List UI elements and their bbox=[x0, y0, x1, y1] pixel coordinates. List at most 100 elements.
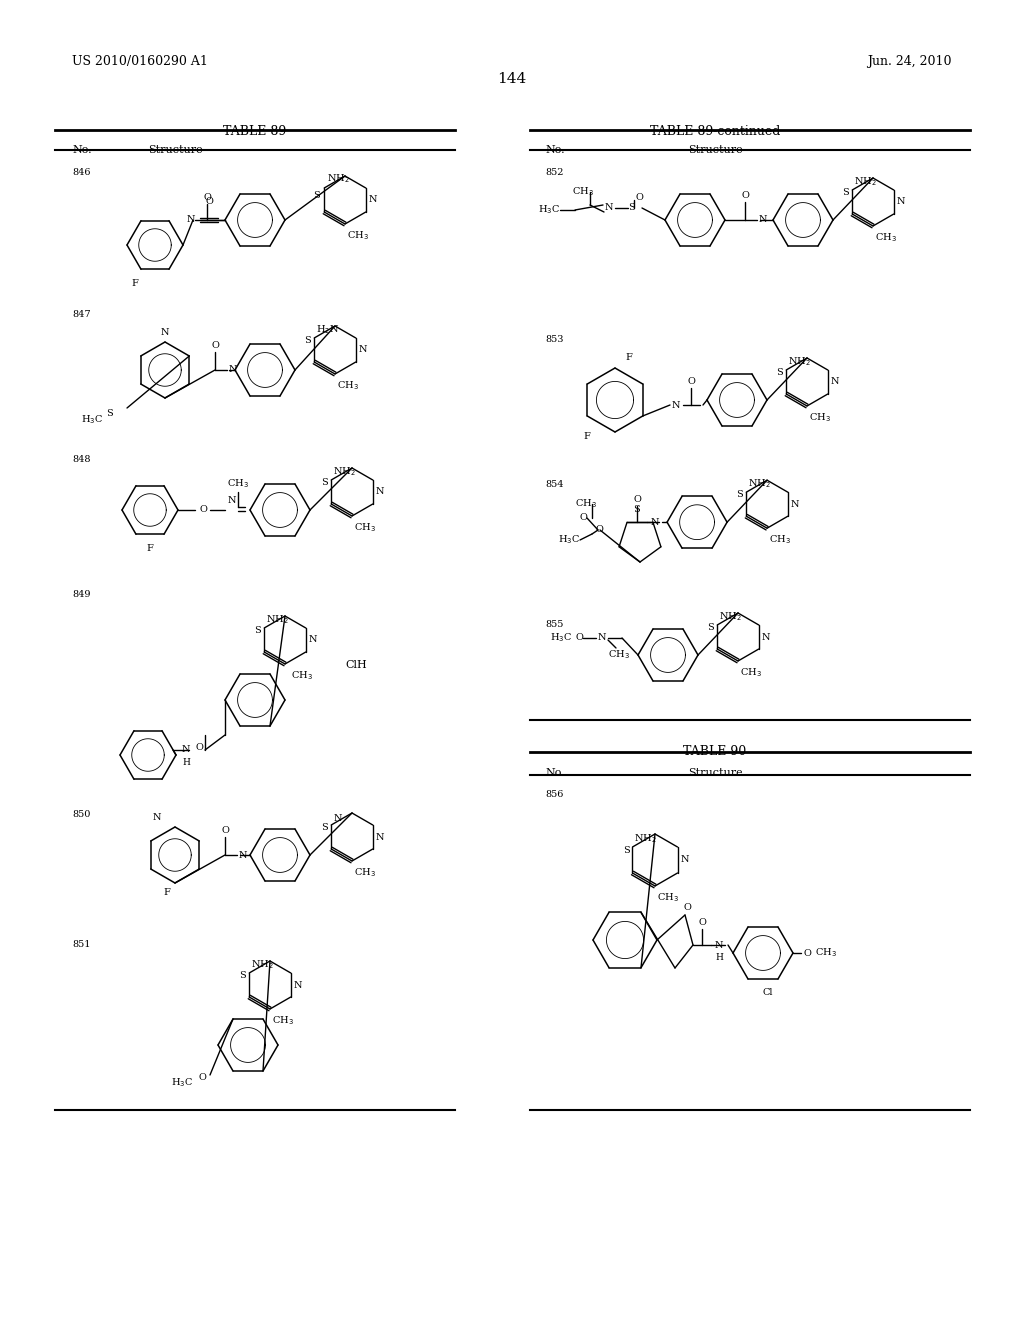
Text: NH$_2$: NH$_2$ bbox=[251, 958, 273, 972]
Text: US 2010/0160290 A1: US 2010/0160290 A1 bbox=[72, 55, 208, 69]
Text: CH$_3$: CH$_3$ bbox=[809, 411, 830, 424]
Text: No.: No. bbox=[545, 145, 564, 154]
Text: NH$_2$: NH$_2$ bbox=[333, 465, 356, 478]
Text: N: N bbox=[239, 850, 248, 859]
Text: 854: 854 bbox=[545, 480, 563, 488]
Text: S: S bbox=[628, 203, 635, 213]
Text: NH$_2$: NH$_2$ bbox=[854, 176, 877, 187]
Text: CH$_3$: CH$_3$ bbox=[337, 379, 358, 392]
Text: S: S bbox=[322, 822, 329, 832]
Text: 856: 856 bbox=[545, 789, 563, 799]
Text: N: N bbox=[759, 215, 768, 224]
Text: CH$_3$: CH$_3$ bbox=[769, 533, 791, 546]
Text: S: S bbox=[255, 626, 261, 635]
Text: S: S bbox=[776, 368, 783, 378]
Text: O: O bbox=[636, 193, 644, 202]
Text: O: O bbox=[803, 949, 811, 957]
Text: H: H bbox=[715, 953, 723, 962]
Text: CH$_3$: CH$_3$ bbox=[354, 521, 376, 533]
Text: S: S bbox=[106, 409, 113, 418]
Text: NH$_2$: NH$_2$ bbox=[266, 614, 289, 626]
Text: S: S bbox=[623, 846, 630, 855]
Text: O: O bbox=[741, 191, 749, 201]
Text: NH$_2$: NH$_2$ bbox=[328, 172, 350, 185]
Text: S: S bbox=[736, 490, 743, 499]
Text: N: N bbox=[376, 833, 384, 842]
Text: N: N bbox=[333, 814, 342, 822]
Text: S: S bbox=[313, 191, 321, 201]
Text: N: N bbox=[369, 195, 377, 205]
Text: H: H bbox=[182, 758, 190, 767]
Text: ClH: ClH bbox=[345, 660, 367, 671]
Text: CH$_3$: CH$_3$ bbox=[272, 1014, 294, 1027]
Text: CH$_3$: CH$_3$ bbox=[657, 891, 679, 904]
Text: S: S bbox=[322, 478, 329, 487]
Text: CH$_3$: CH$_3$ bbox=[354, 866, 376, 879]
Text: CH$_3$: CH$_3$ bbox=[572, 185, 594, 198]
Text: 848: 848 bbox=[72, 455, 90, 465]
Text: H$_3$C: H$_3$C bbox=[538, 203, 560, 216]
Text: NH$_2$: NH$_2$ bbox=[635, 832, 657, 845]
Text: N: N bbox=[762, 632, 770, 642]
Text: CH$_3$: CH$_3$ bbox=[291, 669, 313, 682]
Text: N: N bbox=[358, 346, 368, 355]
Text: O: O bbox=[198, 1072, 206, 1081]
Text: 852: 852 bbox=[545, 168, 563, 177]
Text: N: N bbox=[598, 634, 606, 643]
Text: No.: No. bbox=[72, 145, 91, 154]
Text: O: O bbox=[698, 917, 706, 927]
Text: N: N bbox=[605, 203, 613, 213]
Text: CH$_3$: CH$_3$ bbox=[347, 228, 369, 242]
Text: O: O bbox=[687, 378, 695, 385]
Text: Jun. 24, 2010: Jun. 24, 2010 bbox=[867, 55, 952, 69]
Text: TABLE 89-continued: TABLE 89-continued bbox=[650, 125, 780, 139]
Text: CH$_3$: CH$_3$ bbox=[608, 648, 630, 661]
Text: H$_3$C: H$_3$C bbox=[550, 631, 572, 644]
Text: O: O bbox=[205, 197, 213, 206]
Text: S: S bbox=[304, 337, 311, 345]
Text: N: N bbox=[309, 635, 317, 644]
Text: CH$_3$: CH$_3$ bbox=[740, 667, 762, 678]
Text: N: N bbox=[294, 981, 302, 990]
Text: S: S bbox=[843, 187, 849, 197]
Text: O: O bbox=[580, 513, 587, 523]
Text: H$_2$N: H$_2$N bbox=[316, 323, 340, 337]
Text: N: N bbox=[228, 496, 237, 506]
Text: O: O bbox=[596, 525, 604, 535]
Text: O: O bbox=[203, 193, 211, 202]
Text: O: O bbox=[683, 903, 691, 912]
Text: 846: 846 bbox=[72, 168, 90, 177]
Text: Structure: Structure bbox=[688, 145, 742, 154]
Text: O: O bbox=[575, 634, 583, 643]
Text: O: O bbox=[633, 495, 641, 504]
Text: CH$_3$: CH$_3$ bbox=[575, 498, 597, 510]
Text: N: N bbox=[376, 487, 384, 496]
Text: NH$_2$: NH$_2$ bbox=[788, 355, 811, 368]
Text: F: F bbox=[625, 352, 632, 362]
Text: O: O bbox=[196, 743, 203, 752]
Text: S: S bbox=[240, 972, 246, 979]
Text: N: N bbox=[715, 940, 724, 949]
Text: H$_3$C: H$_3$C bbox=[171, 1077, 193, 1089]
Text: Structure: Structure bbox=[688, 768, 742, 777]
Text: N: N bbox=[830, 378, 840, 387]
Text: 847: 847 bbox=[72, 310, 91, 319]
Text: F: F bbox=[146, 544, 154, 553]
Text: N: N bbox=[672, 400, 681, 409]
Text: O: O bbox=[221, 826, 229, 836]
Text: 144: 144 bbox=[498, 73, 526, 86]
Text: F: F bbox=[584, 432, 591, 441]
Text: NH$_2$: NH$_2$ bbox=[749, 478, 771, 490]
Text: TABLE 90: TABLE 90 bbox=[683, 744, 746, 758]
Text: CH$_3$: CH$_3$ bbox=[874, 231, 897, 244]
Text: Cl: Cl bbox=[763, 987, 773, 997]
Text: CH$_3$: CH$_3$ bbox=[815, 946, 837, 960]
Text: 850: 850 bbox=[72, 810, 90, 818]
Text: Structure: Structure bbox=[147, 145, 203, 154]
Text: N: N bbox=[897, 198, 905, 206]
Text: O: O bbox=[211, 341, 219, 350]
Text: N: N bbox=[186, 215, 196, 224]
Text: N: N bbox=[651, 517, 659, 527]
Text: S: S bbox=[633, 506, 639, 513]
Text: N: N bbox=[181, 746, 190, 755]
